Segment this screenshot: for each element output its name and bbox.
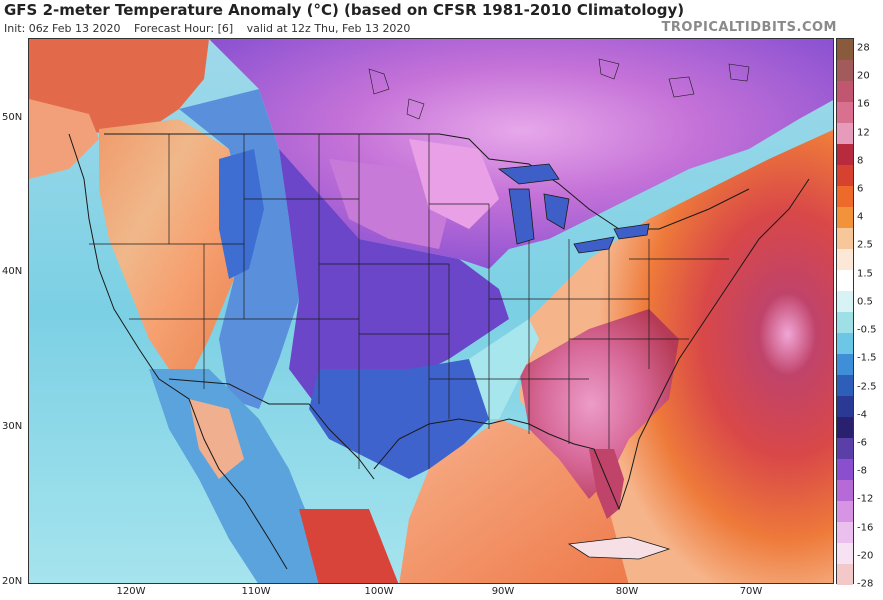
page-title: GFS 2-meter Temperature Anomaly (°C) (ba… — [4, 1, 685, 19]
anomaly-map — [28, 38, 834, 584]
colorbar-tick-label: -28 — [857, 578, 874, 590]
colorbar-cell — [837, 564, 853, 585]
lat-label-30n: 30N — [2, 421, 23, 432]
colorbar-tick-label: 0.5 — [857, 296, 873, 308]
colorbar-cell — [837, 438, 853, 459]
lon-label-80w: 80W — [615, 586, 639, 597]
forecast-info: Init: 06z Feb 13 2020 Forecast Hour: [6]… — [4, 22, 420, 35]
colorbar-cell — [837, 39, 853, 60]
great-lakes — [497, 163, 650, 254]
lat-label-50n: 50N — [2, 112, 23, 123]
west-warm-region — [99, 119, 244, 379]
florida-peninsula — [589, 449, 624, 519]
colorbar-tick-label: 4 — [857, 211, 864, 223]
colorbar-tick-label: 20 — [857, 70, 870, 82]
colorbar-cell — [837, 501, 853, 522]
colorbar-tick-label: 2.5 — [857, 239, 873, 251]
colorbar-cell — [837, 480, 853, 501]
colorbar-tick-label: -20 — [857, 550, 874, 562]
cuba-island — [567, 536, 671, 560]
colorbar-cell — [837, 375, 853, 396]
state-borders — [89, 134, 729, 469]
colorbar-tick-label: -6 — [857, 437, 867, 449]
colorbar — [836, 38, 854, 585]
colorbar-cell — [837, 333, 853, 354]
colorbar-tick-label: -12 — [857, 493, 874, 505]
texas-cold-region — [309, 359, 499, 479]
colorbar-cell — [837, 354, 853, 375]
colorbar-cell — [837, 60, 853, 81]
colorbar-cell — [837, 312, 853, 333]
colorbar-cell — [837, 417, 853, 438]
canadian-lakes — [368, 58, 750, 120]
canada-us-border — [104, 133, 750, 230]
colorbar-cell — [837, 291, 853, 312]
colorbar-cell — [837, 81, 853, 102]
nw-coastal-warm — [29, 99, 99, 179]
colorbar-tick-label: -0.5 — [857, 324, 877, 336]
lon-label-70w: 70W — [739, 586, 763, 597]
colorbar-tick-label: -8 — [857, 465, 867, 477]
init-time: Init: 06z Feb 13 2020 — [4, 22, 121, 35]
sonora-warm-patch — [189, 399, 244, 479]
brand-watermark: TROPICALTIDBITS.COM — [661, 20, 837, 35]
lat-label-20n: 20N — [2, 576, 23, 587]
colorbar-cell — [837, 543, 853, 564]
colorbar-cell — [837, 396, 853, 417]
atlantic-gulf-coastline — [373, 178, 810, 511]
colorbar-cell — [837, 270, 853, 291]
lat-label-40n: 40N — [2, 266, 23, 277]
rockies-cold-core — [219, 149, 264, 279]
lon-label-120w: 120W — [116, 586, 146, 597]
colorbar-cell — [837, 165, 853, 186]
colorbar-cell — [837, 228, 853, 249]
colorbar-cell — [837, 522, 853, 543]
colorbar-tick-label: 1.5 — [857, 268, 873, 280]
colorbar-cell — [837, 207, 853, 228]
colorbar-cell — [837, 249, 853, 270]
colorbar-tick-label: -2.5 — [857, 381, 877, 393]
minnesota-pink-region — [409, 139, 499, 229]
mexico-warm-south — [299, 509, 399, 583]
colorbar-tick-label: -16 — [857, 522, 874, 534]
lon-label-90w: 90W — [491, 586, 515, 597]
colorbar-tick-label: 6 — [857, 183, 864, 195]
pacific-coastline — [68, 133, 288, 570]
colorbar-tick-label: -4 — [857, 409, 867, 421]
colorbar-cell — [837, 102, 853, 123]
front-transition-zone — [469, 319, 539, 419]
lon-label-100w: 100W — [364, 586, 394, 597]
colorbar-cell — [837, 123, 853, 144]
colorbar-tick-label: 8 — [857, 155, 864, 167]
colorbar-tick-label: 28 — [857, 42, 870, 54]
lon-label-110w: 110W — [241, 586, 271, 597]
colorbar-tick-label: 12 — [857, 127, 870, 139]
colorbar-tick-label: 16 — [857, 98, 870, 110]
colorbar-cell — [837, 186, 853, 207]
colorbar-cell — [837, 144, 853, 165]
valid-time: valid at 12z Thu, Feb 13 2020 — [246, 22, 411, 35]
southeast-warm-region — [519, 309, 679, 499]
colorbar-cell — [837, 459, 853, 480]
colorbar-labels: 28 20 16 12 8 6 4 2.5 1.5 0.5 -0.5 -1.5 -2.5 -4 -6 -8 -1… — [857, 38, 883, 590]
plains-cold-region — [279, 149, 509, 409]
colorbar-tick-label: -1.5 — [857, 352, 877, 364]
anomaly-map-svg — [29, 39, 833, 583]
forecast-hour: Forecast Hour: [6] — [134, 22, 234, 35]
